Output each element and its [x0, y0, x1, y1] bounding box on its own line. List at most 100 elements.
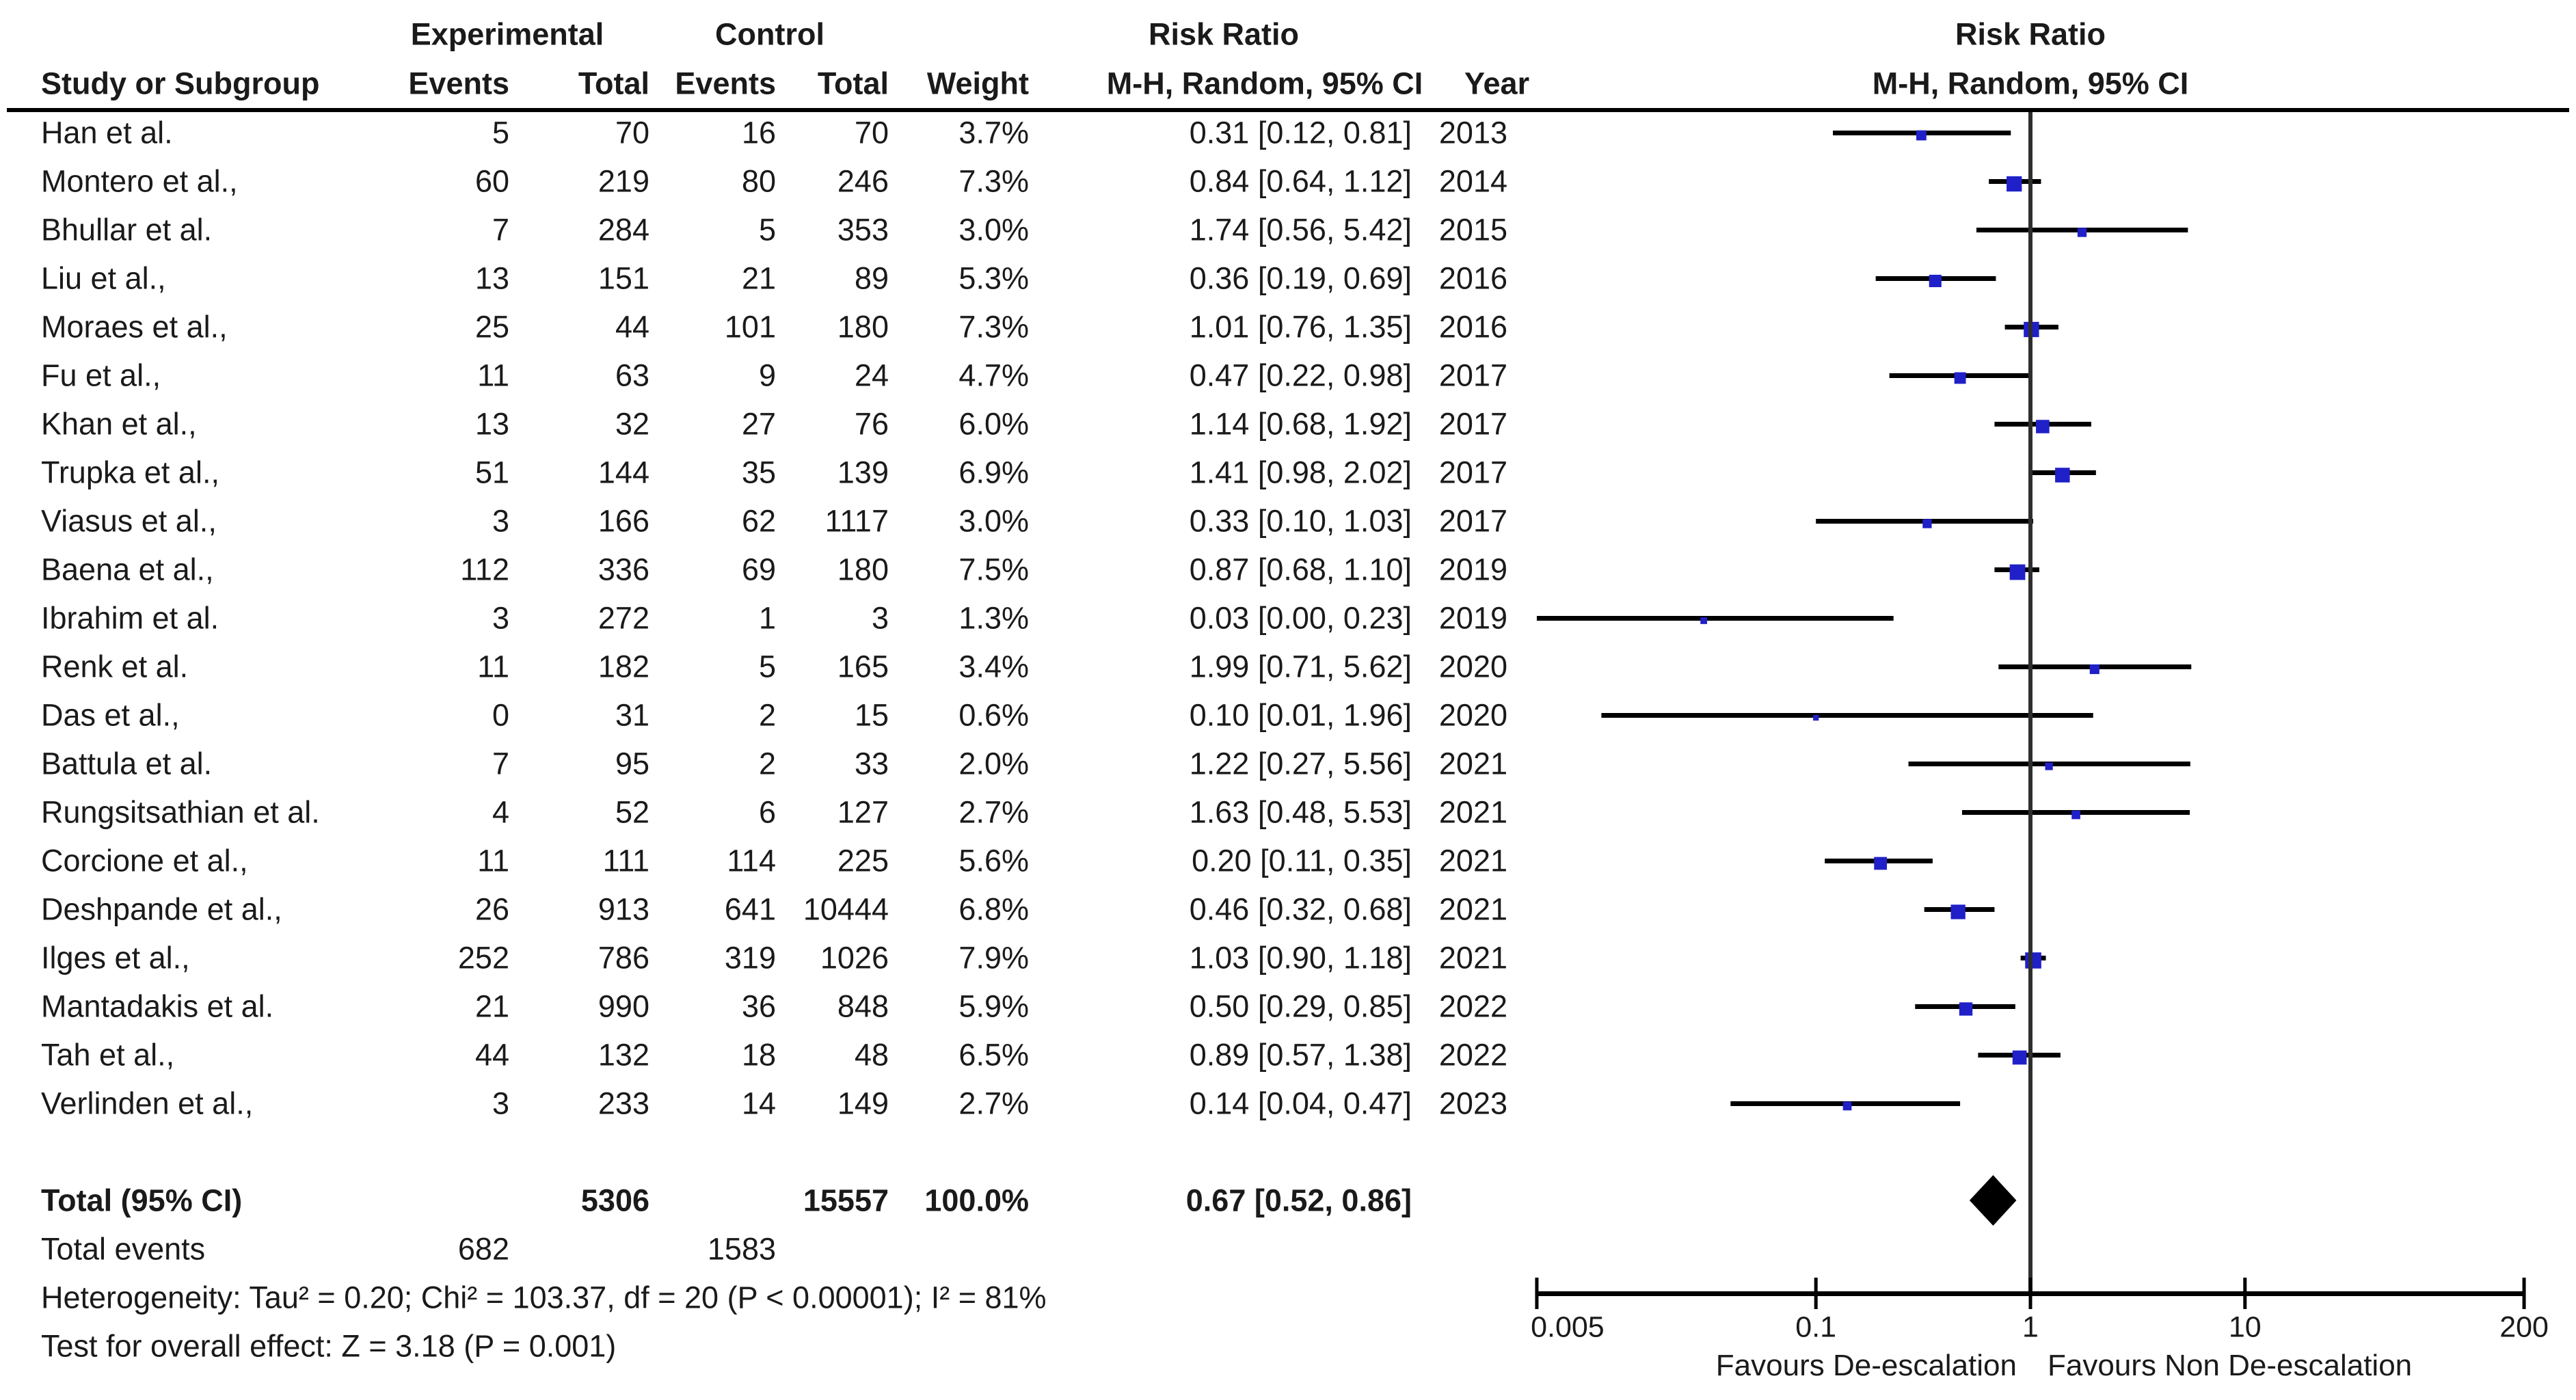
experimental-events-value: 11: [477, 843, 509, 878]
control-events-value: 18: [741, 1037, 776, 1073]
total-events-control: 1583: [707, 1231, 776, 1267]
point-estimate-marker: [1950, 904, 1965, 919]
control-events-value: 6: [758, 794, 776, 830]
weight-value: 6.8%: [958, 891, 1029, 927]
weight-value: 3.4%: [958, 649, 1029, 684]
control-total-value: 15: [854, 697, 889, 733]
risk-ratio-ci-value: 0.47 [0.22, 0.98]: [1189, 358, 1412, 393]
header-year: Year: [1464, 66, 1530, 101]
experimental-events-value: 26: [474, 891, 509, 927]
header-exp-events: Events: [408, 66, 509, 101]
point-estimate-marker: [1813, 714, 1819, 721]
study-name: Das et al.,: [41, 697, 180, 733]
study-name: Baena et al.,: [41, 552, 214, 587]
risk-ratio-ci-value: 1.03 [0.90, 1.18]: [1189, 940, 1412, 975]
control-events-value: 2: [758, 746, 776, 781]
control-total-value: 10444: [803, 891, 889, 927]
total-events-experimental: 682: [457, 1231, 509, 1267]
year-value: 2021: [1438, 843, 1507, 878]
control-events-value: 16: [741, 115, 776, 150]
control-total-value: 225: [837, 843, 889, 878]
total-risk-ratio-ci: 0.67 [0.52, 0.86]: [1185, 1183, 1412, 1218]
control-total-value: 180: [837, 552, 889, 587]
year-value: 2023: [1438, 1086, 1507, 1121]
weight-value: 4.7%: [958, 358, 1029, 393]
risk-ratio-ci-value: 0.50 [0.29, 0.85]: [1189, 988, 1412, 1024]
header-experimental: Experimental: [410, 16, 604, 52]
experimental-events-value: 7: [492, 746, 509, 781]
risk-ratio-ci-value: 0.36 [0.19, 0.69]: [1189, 260, 1412, 296]
study-name: Corcione et al.,: [41, 843, 248, 878]
point-estimate-marker: [1954, 372, 1966, 384]
experimental-total-value: 166: [598, 503, 649, 539]
point-estimate-marker: [2071, 810, 2080, 820]
study-name: Khan et al.,: [41, 406, 197, 442]
weight-value: 7.9%: [958, 940, 1029, 975]
risk-ratio-ci-value: 0.84 [0.64, 1.12]: [1189, 163, 1412, 199]
risk-ratio-ci-value: 1.74 [0.56, 5.42]: [1189, 212, 1412, 247]
risk-ratio-ci-value: 1.63 [0.48, 5.53]: [1189, 794, 1412, 830]
control-events-value: 9: [758, 358, 776, 393]
axis-tick: [1814, 1278, 1818, 1309]
experimental-total-value: 44: [615, 309, 649, 345]
control-total-value: 353: [837, 212, 889, 247]
study-name: Rungsitsathian et al.: [41, 794, 320, 830]
control-total-value: 1117: [824, 503, 889, 539]
year-value: 2020: [1438, 697, 1507, 733]
total-experimental-n: 5306: [580, 1183, 649, 1218]
control-events-value: 21: [741, 260, 776, 296]
experimental-events-value: 44: [474, 1037, 509, 1073]
experimental-total-value: 990: [598, 988, 649, 1024]
weight-value: 6.5%: [958, 1037, 1029, 1073]
control-total-value: 33: [854, 746, 889, 781]
experimental-total-value: 284: [598, 212, 649, 247]
risk-ratio-ci-value: 0.89 [0.57, 1.38]: [1189, 1037, 1412, 1073]
weight-value: 5.9%: [958, 988, 1029, 1024]
risk-ratio-ci-value: 0.46 [0.32, 0.68]: [1189, 891, 1412, 927]
year-value: 2017: [1438, 358, 1507, 393]
experimental-total-value: 336: [598, 552, 649, 587]
control-events-value: 62: [741, 503, 776, 539]
risk-ratio-ci-value: 0.20 [0.11, 0.35]: [1192, 843, 1412, 878]
point-estimate-marker: [2089, 664, 2099, 675]
year-value: 2019: [1438, 600, 1507, 636]
experimental-total-value: 95: [615, 746, 649, 781]
experimental-total-value: 31: [615, 697, 649, 733]
study-name: Fu et al.,: [41, 358, 161, 393]
study-name: Moraes et al.,: [41, 309, 228, 345]
year-value: 2021: [1438, 746, 1507, 781]
study-name: Liu et al.,: [41, 260, 166, 296]
weight-value: 0.6%: [958, 697, 1029, 733]
experimental-total-value: 132: [598, 1037, 649, 1073]
risk-ratio-ci-value: 0.87 [0.68, 1.10]: [1189, 552, 1412, 587]
header-study: Study or Subgroup: [41, 66, 320, 101]
header-exp-total: Total: [578, 66, 649, 101]
year-value: 2016: [1438, 260, 1507, 296]
weight-value: 6.0%: [958, 406, 1029, 442]
control-total-value: 127: [837, 794, 889, 830]
point-estimate-marker: [2007, 176, 2022, 192]
experimental-events-value: 0: [492, 697, 509, 733]
risk-ratio-ci-value: 1.22 [0.27, 5.56]: [1189, 746, 1412, 781]
axis-tick: [2243, 1278, 2247, 1309]
point-estimate-marker: [1929, 274, 1942, 288]
control-events-value: 27: [741, 406, 776, 442]
axis-tick-label: 0.1: [1795, 1310, 1837, 1344]
control-events-value: 641: [724, 891, 776, 927]
experimental-total-value: 219: [598, 163, 649, 199]
ci-line: [1601, 713, 2093, 718]
control-total-value: 24: [854, 358, 889, 393]
total-row-label: Total (95% CI): [41, 1183, 243, 1218]
point-estimate-marker: [2025, 952, 2041, 969]
control-events-value: 2: [758, 697, 776, 733]
favours-right-label: Favours Non De-escalation: [2048, 1349, 2413, 1382]
control-total-value: 70: [854, 115, 889, 150]
axis-tick-label: 0.005: [1531, 1310, 1605, 1344]
favours-left-label: Favours De-escalation: [1715, 1349, 2017, 1382]
control-events-value: 35: [741, 455, 776, 490]
study-name: Ilges et al.,: [41, 940, 190, 975]
header-method-right: M-H, Random, 95% CI: [1872, 66, 2189, 101]
control-total-value: 76: [854, 406, 889, 442]
